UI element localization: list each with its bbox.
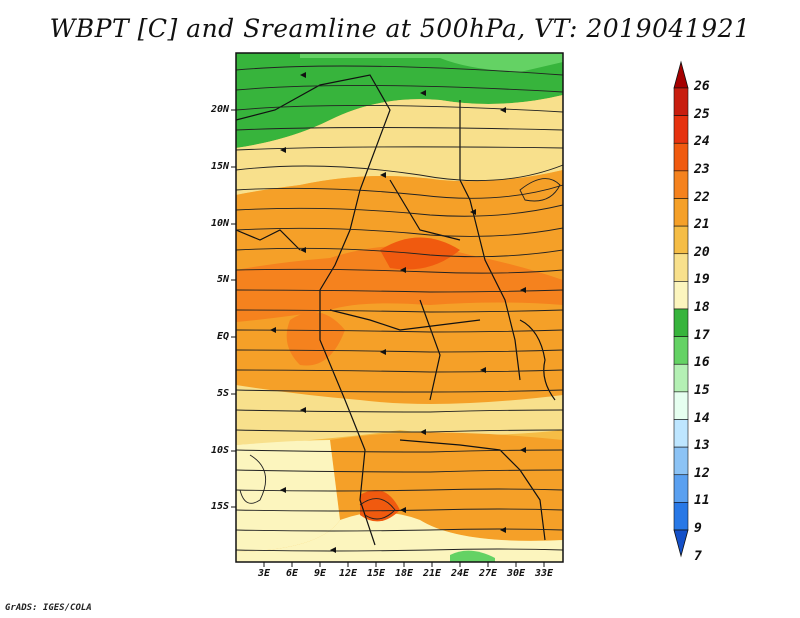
colorbar-label: 11: [694, 493, 710, 509]
lon-label-24e: 24E: [450, 568, 470, 579]
map-frame: [235, 52, 564, 563]
colorbar-segment: [673, 419, 689, 448]
lon-label-30e: 30E: [506, 568, 526, 579]
colorbar-label: 15: [694, 382, 710, 398]
colorbar-segment: [673, 446, 689, 476]
lat-label-eq: EQ: [216, 331, 229, 342]
colorbar-segment: [673, 502, 689, 531]
colorbar-segment: [673, 115, 689, 144]
colorbar-segment: [673, 281, 689, 310]
colorbar-label: 19: [694, 272, 710, 288]
colorbar-segment: [673, 198, 689, 227]
colorbar-top-triangle: [673, 60, 689, 89]
colorbar-label: 20: [694, 244, 710, 260]
colorbar-label: 22: [694, 189, 710, 205]
lon-label-6e: 6E: [285, 568, 299, 579]
colorbar-segment: [673, 253, 689, 282]
lat-label-10s: 10S: [210, 445, 229, 456]
lon-label-33e: 33E: [534, 568, 554, 579]
colorbar-label: 13: [694, 438, 710, 454]
colorbar-label: 26: [694, 79, 710, 94]
colorbar-label: 16: [694, 355, 710, 371]
colorbar-label: 9: [694, 521, 702, 536]
colorbar-label: 17: [694, 327, 710, 343]
streamline-arrows: [270, 72, 526, 553]
axis-ticks: [231, 109, 545, 567]
colorbar-bottom-triangle: [673, 529, 689, 558]
colorbar-label: 23: [694, 161, 710, 177]
lon-label-9e: 9E: [313, 568, 327, 579]
lon-label-27e: 27E: [478, 568, 498, 579]
streamlines: [236, 65, 563, 552]
colorbar-segment: [673, 474, 689, 503]
lon-label-12e: 12E: [338, 568, 358, 579]
lon-label-15e: 15E: [366, 568, 386, 579]
lat-label-15n: 15N: [210, 161, 229, 172]
colorbar-segment: [673, 363, 689, 393]
lat-label-5s: 5S: [216, 388, 229, 399]
colorbar-label: 21: [694, 217, 710, 233]
colorbar-segment: [673, 142, 689, 172]
lat-label-10n: 10N: [210, 218, 229, 229]
colorbar-segment: [673, 391, 689, 420]
colorbar-segment: [673, 336, 689, 365]
footer-credit: GrADS: IGES/COLA: [5, 603, 92, 613]
lat-label-15s: 15S: [210, 501, 229, 512]
colorbar-label: 24: [694, 134, 710, 150]
wbpt-shaded-field: [236, 53, 563, 562]
lon-label-21e: 21E: [422, 568, 442, 579]
lat-label-20n: 20N: [210, 104, 229, 115]
colorbar-label: 18: [694, 300, 710, 315]
map-title: WBPT [C] and Sreamline at 500hPa, VT: 20…: [49, 14, 751, 43]
colorbar-label: 25: [694, 106, 710, 122]
colorbar-label: 14: [694, 410, 710, 426]
colorbar-label: 7: [694, 548, 702, 564]
colorbar: [673, 60, 689, 558]
lon-label-18e: 18E: [394, 568, 414, 579]
lon-label-3e: 3E: [257, 568, 271, 579]
colorbar-label: 12: [694, 465, 710, 481]
colorbar-segment: [673, 308, 689, 337]
colorbar-segment: [673, 170, 689, 199]
colorbar-segment: [673, 225, 689, 255]
colorbar-segment: [673, 87, 689, 116]
lat-label-5n: 5N: [216, 274, 229, 285]
